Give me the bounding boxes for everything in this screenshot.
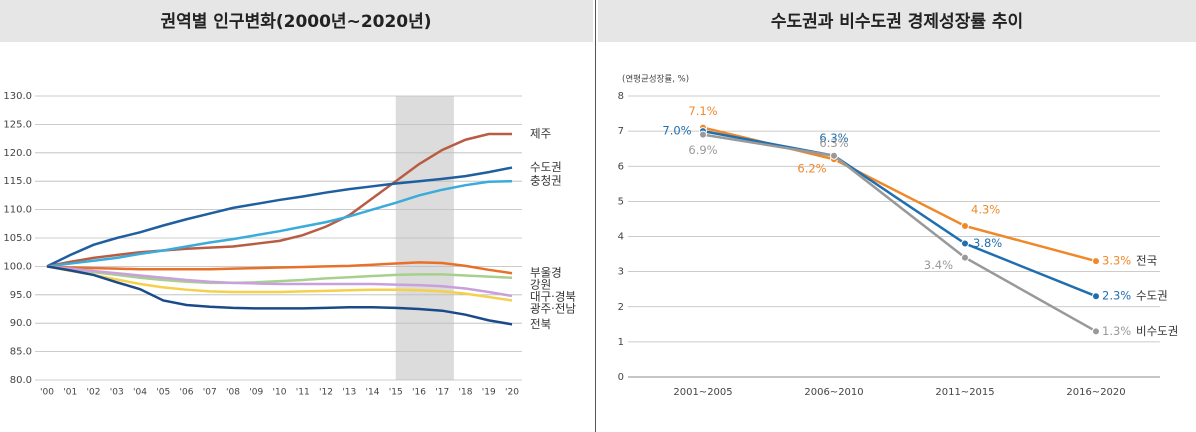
marker [961, 253, 969, 262]
y-tick-label: 90.0 [10, 318, 32, 329]
y-axis-label: (연평균성장률, %) [622, 74, 689, 85]
line [46, 179, 513, 268]
x-tick-label: '04 [133, 388, 147, 398]
line [46, 265, 513, 302]
y-tick-label: 80.0 [10, 375, 32, 386]
y-tick-label: 2 [618, 302, 624, 313]
data-label: 7.1% [688, 104, 717, 118]
data-label: 6.2% [797, 162, 826, 176]
line [46, 132, 512, 268]
line [702, 133, 1097, 333]
marker [830, 151, 838, 160]
y-tick-label: 0 [618, 372, 624, 383]
data-label: 7.0% [662, 124, 691, 138]
y-tick-label: 1 [618, 337, 624, 348]
series-label: 전북 [530, 317, 551, 331]
y-tick-label: 105.0 [3, 233, 32, 244]
x-tick-label: '18 [459, 388, 473, 398]
x-tick-label: '01 [63, 388, 77, 398]
data-label: 6.3% [819, 131, 848, 145]
series-label: 수도권 [530, 160, 562, 174]
x-tick-label: '09 [249, 388, 263, 398]
series-label: 수도권 [1136, 289, 1168, 303]
y-tick-label: 85.0 [10, 347, 32, 358]
y-tick-label: 125.0 [3, 119, 32, 130]
data-label: 3.3% [1102, 254, 1131, 268]
x-tick-label: '16 [412, 388, 426, 398]
marker [1092, 292, 1100, 301]
x-tick-label: '03 [110, 388, 124, 398]
x-tick-label: 2011~2015 [935, 387, 994, 398]
x-tick-label: '07 [203, 388, 217, 398]
x-tick-label: '02 [87, 388, 101, 398]
y-tick-label: 110.0 [3, 205, 32, 216]
series-label: 충청권 [530, 174, 562, 188]
data-label: 6.9% [688, 143, 717, 157]
header-bar [598, 0, 1196, 42]
marker [961, 221, 969, 230]
marker [1092, 327, 1100, 336]
x-tick-label: '11 [296, 388, 310, 398]
line [702, 129, 1097, 298]
x-tick-label: '15 [389, 388, 403, 398]
series-label: 대구·경북 [530, 290, 576, 304]
line [46, 265, 513, 285]
y-tick-label: 95.0 [10, 290, 32, 301]
x-tick-label: 2001~2005 [673, 387, 732, 398]
x-tick-label: '14 [366, 388, 380, 398]
chart-title: 권역별 인구변화(2000년~2020년) [160, 12, 431, 32]
line [46, 265, 513, 298]
y-tick-label: 115.0 [3, 176, 32, 187]
series-label: 전국 [1136, 254, 1157, 268]
y-tick-label: 120.0 [3, 148, 32, 159]
data-label: 6.3% [819, 136, 848, 150]
y-tick-label: 7 [618, 126, 624, 137]
x-tick-label: '10 [273, 388, 287, 398]
line [46, 166, 513, 268]
x-tick-label: '12 [319, 388, 333, 398]
data-label: 4.3% [971, 202, 1000, 216]
x-tick-label: '08 [226, 388, 240, 398]
y-tick-label: 4 [618, 232, 624, 243]
marker [1092, 257, 1100, 266]
x-tick-label: '05 [156, 388, 170, 398]
data-label: 1.3% [1102, 324, 1131, 338]
line [46, 261, 513, 275]
line [46, 265, 513, 326]
marker [699, 130, 707, 139]
data-label: 3.8% [973, 236, 1002, 250]
series-label: 부울경 [530, 266, 562, 280]
y-tick-label: 8 [618, 91, 624, 102]
x-tick-label: '19 [482, 388, 496, 398]
x-tick-label: '17 [435, 388, 449, 398]
x-tick-label: '13 [342, 388, 356, 398]
marker [961, 239, 969, 248]
x-tick-label: '20 [505, 388, 519, 398]
y-tick-label: 6 [618, 161, 624, 172]
data-label: 2.3% [1102, 289, 1131, 303]
data-label: 3.4% [924, 258, 953, 272]
y-tick-label: 5 [618, 196, 624, 207]
x-tick-label: '00 [40, 388, 54, 398]
series-label: 비수도권 [1136, 324, 1178, 338]
x-tick-label: '06 [180, 388, 194, 398]
series-label: 광주·전남 [530, 302, 576, 316]
y-tick-label: 3 [618, 267, 624, 278]
chart-title: 수도권과 비수도권 경제성장률 추이 [771, 12, 1023, 32]
series-label: 강원 [530, 278, 551, 292]
y-tick-label: 100.0 [3, 261, 32, 272]
y-tick-label: 130.0 [3, 91, 32, 102]
series-label: 제주 [530, 127, 551, 141]
line [702, 126, 1097, 263]
x-tick-label: 2016~2020 [1066, 387, 1125, 398]
x-tick-label: 2006~2010 [804, 387, 863, 398]
header-bar [0, 0, 593, 42]
